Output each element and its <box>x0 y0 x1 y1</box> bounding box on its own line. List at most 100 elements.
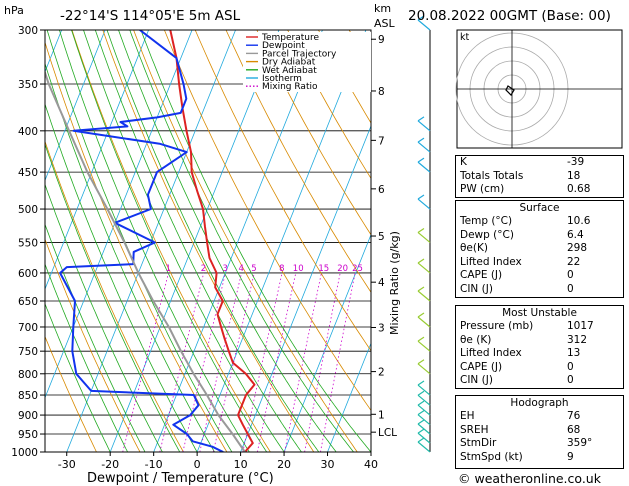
surface-table: Surface Temp (°C) 10.6 Dewp (°C) 6.4 θe(K) 29… <box>455 200 624 298</box>
x-axis-title: Dewpoint / Temperature (°C) <box>87 471 274 486</box>
legend-entry: Mixing Ratio <box>262 82 318 92</box>
mixing-ratio-label: 10 <box>293 264 304 274</box>
table-row: θe (K) 312 <box>456 334 623 348</box>
asl-label: ASL <box>374 17 396 30</box>
dry-adiabat <box>45 41 228 452</box>
wind-barb <box>417 137 431 153</box>
pressure-tick-label: 600 <box>18 268 38 280</box>
wind-barb <box>417 390 431 406</box>
row-label: Dewp (°C) <box>460 228 514 241</box>
wet-adiabat <box>106 30 320 452</box>
dry-adiabat <box>71 30 271 452</box>
pressure-tick-label: 650 <box>18 296 38 308</box>
pressure-tick-label: 800 <box>18 369 38 381</box>
row-value: 76 <box>567 410 581 422</box>
isotherm-line <box>240 124 371 452</box>
table-row: StmSpd (kt) 9 <box>456 451 623 465</box>
row-label: PW (cm) <box>460 183 505 196</box>
row-label: θe(K) <box>460 242 488 255</box>
wet-adiabat <box>45 302 111 452</box>
table-row: CAPE (J) 0 <box>456 361 623 375</box>
temp-tick-label: -20 <box>101 458 119 471</box>
temp-tick-label: 20 <box>277 458 291 471</box>
temp-tick-label: 40 <box>364 458 378 471</box>
pressure-tick-label: 400 <box>18 126 38 138</box>
wind-barb <box>417 312 431 328</box>
row-value: 68 <box>567 423 581 436</box>
mixing-ratio-label: 25 <box>352 264 363 274</box>
km-tick-label: 7 <box>378 135 385 147</box>
pressure-tick-label: 350 <box>18 79 38 91</box>
km-tick-label: LCL <box>378 427 397 439</box>
wet-adiabat <box>45 183 163 452</box>
mixing-ratio-line <box>242 272 283 452</box>
row-label: CAPE (J) <box>460 360 503 373</box>
dry-adiabat <box>45 140 184 452</box>
mixing-ratio-line <box>320 272 356 452</box>
mixing-ratio-line <box>159 272 205 452</box>
table-row: StmDir 359° <box>456 437 623 451</box>
plot-frame <box>44 29 372 453</box>
pressure-tick-label: 500 <box>18 204 38 216</box>
km-tick-label: 8 <box>378 86 385 98</box>
surface-title: Surface <box>519 202 560 214</box>
mixing-ratio-line <box>257 272 297 452</box>
legend-entry: Dry Adiabat <box>262 58 316 68</box>
legend-entry: Dewpoint <box>262 41 305 51</box>
wet-adiabat <box>83 30 285 452</box>
row-value: -39 <box>567 156 585 168</box>
wind-barb <box>417 194 431 210</box>
station-title: -22°14'S 114°05'E 5m ASL <box>60 8 241 24</box>
wind-barb <box>417 15 431 31</box>
hpa-label: hPa <box>4 4 24 17</box>
km-tick-label: 9 <box>378 34 385 46</box>
dry-adiabat <box>194 30 371 352</box>
isotherm-line <box>283 233 371 452</box>
row-value: 298 <box>567 242 588 255</box>
table-row: Lifted Index 13 <box>456 347 623 361</box>
row-value: 0 <box>567 360 574 373</box>
mixing-ratio-label: 8 <box>279 264 284 274</box>
wet-adiabat <box>71 30 268 452</box>
dry-adiabat <box>287 30 371 180</box>
row-value: 6.4 <box>567 228 584 241</box>
isotherm-line <box>153 30 323 452</box>
pressure-tick-label: 450 <box>18 167 38 179</box>
mixing-ratio-line <box>199 272 242 452</box>
copyright: © weatheronline.co.uk <box>458 471 602 486</box>
row-value: 9 <box>567 450 574 463</box>
wet-adiabat <box>129 30 354 452</box>
row-label: Totals Totals <box>460 169 524 182</box>
pressure-tick-label: 300 <box>18 25 38 37</box>
legend-entry: Parcel Trajectory <box>262 49 337 59</box>
km-label: km <box>374 2 391 15</box>
legend-box <box>243 32 371 92</box>
most-unstable-table: Most Unstable Pressure (mb) 1017 θe (K) 312… <box>455 305 624 389</box>
row-label: CAPE (J) <box>460 269 503 282</box>
mixing-ratio-line <box>212 272 255 452</box>
hodograph-table-title: Hodograph <box>510 397 569 409</box>
wind-barb <box>417 400 431 416</box>
mixing-ratio-label: 1 <box>166 264 171 274</box>
isotherm-line <box>45 30 193 399</box>
dry-adiabat <box>256 30 371 236</box>
temp-tick-label: 10 <box>234 458 248 471</box>
pressure-tick-label: 700 <box>18 322 38 334</box>
table-row: SREH 68 <box>456 424 623 438</box>
legend-entry: Wet Adiabat <box>262 66 317 76</box>
table-row: Totals Totals 18 <box>456 170 623 184</box>
wet-adiabat <box>140 30 371 452</box>
table-row: EH 76 <box>456 410 623 424</box>
table-row: Temp (°C) 10.6 <box>456 215 623 229</box>
wind-barb <box>417 116 431 132</box>
table-row: CIN (J) 0 <box>456 283 623 297</box>
mixing-ratio-label: 5 <box>251 264 256 274</box>
isotherm-line <box>327 342 371 452</box>
wind-barb <box>417 419 431 435</box>
mixing-ratio-axis-title: Mixing Ratio (g/kg) <box>388 231 401 335</box>
row-label: EH <box>460 410 475 422</box>
wet-adiabat <box>45 263 128 452</box>
isotherm-line <box>196 30 367 452</box>
pressure-tick-label: 950 <box>18 429 38 441</box>
row-label: CIN (J) <box>460 374 493 387</box>
